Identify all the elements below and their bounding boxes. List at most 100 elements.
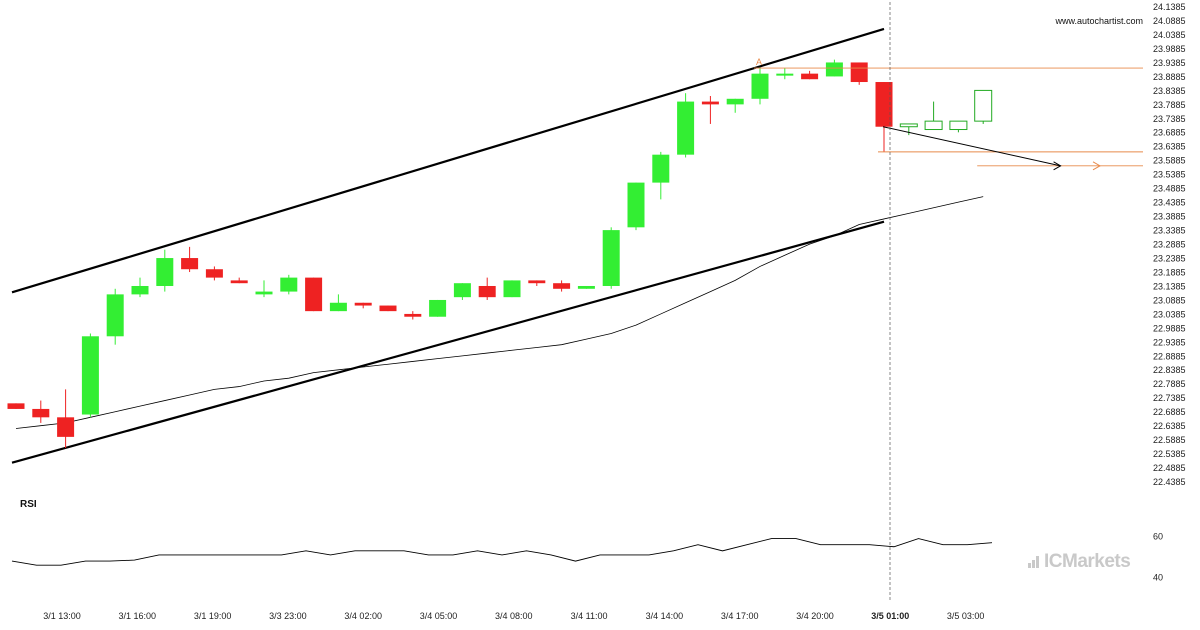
price-axis: 24.1385 24.0885 24.0385 23.9885 23.9385 23.88… <box>1153 2 1186 487</box>
price-tick-label: 22.4385 <box>1153 477 1186 487</box>
candle-body <box>453 283 471 298</box>
candle-body <box>825 62 843 77</box>
candle-body <box>255 291 273 295</box>
candle-body <box>280 277 298 292</box>
candle-body <box>429 299 447 317</box>
pattern-point-label: A <box>756 57 762 67</box>
price-tick-label: 22.8885 <box>1153 351 1186 361</box>
candle-body <box>528 280 546 284</box>
candle-body <box>354 302 372 306</box>
price-tick-label: 23.5385 <box>1153 170 1186 180</box>
price-tick-label: 23.7885 <box>1153 100 1186 110</box>
level-arrowhead-icon <box>1092 161 1102 171</box>
price-tick-label: 23.9385 <box>1153 58 1186 68</box>
time-tick-label: 3/1 16:00 <box>119 611 157 621</box>
brand-name: ICMarkets <box>1044 551 1131 572</box>
candle-body <box>57 417 75 437</box>
candle-body <box>379 305 397 312</box>
price-tick-label: 22.4885 <box>1153 463 1186 473</box>
candle-body <box>701 101 719 105</box>
price-tick-label: 23.6885 <box>1153 128 1186 138</box>
candle-body <box>156 258 174 286</box>
time-tick-label: 3/4 14:00 <box>646 611 684 621</box>
brand-bars-icon <box>1028 556 1040 568</box>
rsi-tick-label: 60 <box>1153 532 1163 542</box>
candle-body <box>850 62 868 83</box>
candle-body <box>776 73 794 76</box>
price-tick-label: 23.2385 <box>1153 253 1186 263</box>
price-tick-label: 22.6885 <box>1153 407 1186 417</box>
candle-body <box>801 73 819 80</box>
price-tick-label: 22.5885 <box>1153 435 1186 445</box>
candle-body <box>875 82 893 127</box>
time-tick-label: 3/4 02:00 <box>344 611 382 621</box>
time-tick-label: 3/5 03:00 <box>947 611 985 621</box>
price-tick-label: 23.6385 <box>1153 142 1186 152</box>
candle-body <box>106 294 124 337</box>
candle-body <box>230 280 248 284</box>
price-tick-label: 23.1385 <box>1153 281 1186 291</box>
candle-body <box>652 154 670 183</box>
candle-body <box>677 101 695 155</box>
price-tick-label: 23.3385 <box>1153 226 1186 236</box>
price-tick-label: 23.3885 <box>1153 212 1186 222</box>
price-tick-label: 22.9885 <box>1153 323 1186 333</box>
price-tick-label: 22.5385 <box>1153 449 1186 459</box>
levels-layer <box>754 2 1143 600</box>
price-tick-label: 23.8385 <box>1153 86 1186 96</box>
candle-body <box>305 277 323 312</box>
price-tick-label: 22.7385 <box>1153 393 1186 403</box>
time-tick-label: 3/4 11:00 <box>571 611 608 621</box>
candle-body <box>81 336 99 415</box>
time-tick-label: 3/5 01:00 <box>871 611 909 621</box>
candle-body <box>131 285 149 295</box>
candle-body <box>181 258 199 270</box>
watermark-text: www.autochartist.com <box>1055 16 1143 26</box>
channel-layer <box>11 27 885 464</box>
time-tick-label: 3/4 08:00 <box>495 611 533 621</box>
price-tick-label: 24.1385 <box>1153 2 1186 12</box>
price-tick-label: 23.8885 <box>1153 72 1186 82</box>
rsi-line <box>11 538 993 566</box>
rsi-tick-label: 40 <box>1153 573 1163 583</box>
candle-body <box>627 182 645 228</box>
candle-body <box>726 98 744 105</box>
candles-layer <box>7 59 993 449</box>
rsi-panel: 60 40 <box>11 532 1163 583</box>
forecast-arrowhead-icon <box>1053 161 1062 171</box>
brand-logo: ICMarkets <box>1028 551 1131 573</box>
candle-body <box>478 285 496 298</box>
price-tick-label: 23.0385 <box>1153 309 1186 319</box>
future-candle-body <box>924 120 943 131</box>
price-tick-label: 22.8385 <box>1153 365 1186 375</box>
moving-average-layer <box>15 196 984 429</box>
channel-lower-line <box>11 220 885 464</box>
moving-average-line <box>15 196 984 429</box>
candle-body <box>329 302 347 312</box>
time-tick-label: 3/4 20:00 <box>796 611 834 621</box>
price-tick-label: 23.1885 <box>1153 267 1186 277</box>
time-tick-label: 3/4 05:00 <box>420 611 458 621</box>
time-tick-label: 3/1 19:00 <box>194 611 232 621</box>
price-tick-label: 23.2885 <box>1153 240 1186 250</box>
candle-body <box>503 280 521 298</box>
candle-body <box>602 230 620 286</box>
time-tick-label: 3/1 13:00 <box>43 611 81 621</box>
price-tick-label: 23.4385 <box>1153 198 1186 208</box>
time-tick-label: 3/3 23:00 <box>269 611 307 621</box>
channel-upper-line <box>11 27 885 294</box>
time-axis: 3/1 13:00 3/1 16:00 3/1 19:00 3/3 23:00 3/4 … <box>43 611 984 621</box>
price-tick-label: 23.5885 <box>1153 156 1186 166</box>
price-tick-label: 23.7385 <box>1153 114 1186 124</box>
candle-body <box>32 408 50 418</box>
candle-body <box>404 313 422 317</box>
price-tick-label: 23.0885 <box>1153 295 1186 305</box>
price-tick-label: 22.7885 <box>1153 379 1186 389</box>
candle-body <box>751 73 769 99</box>
rsi-title: RSI <box>20 499 37 510</box>
price-tick-label: 24.0885 <box>1153 16 1186 26</box>
time-tick-label: 3/4 17:00 <box>721 611 759 621</box>
price-tick-label: 22.9385 <box>1153 337 1186 347</box>
price-tick-label: 23.9885 <box>1153 44 1186 54</box>
